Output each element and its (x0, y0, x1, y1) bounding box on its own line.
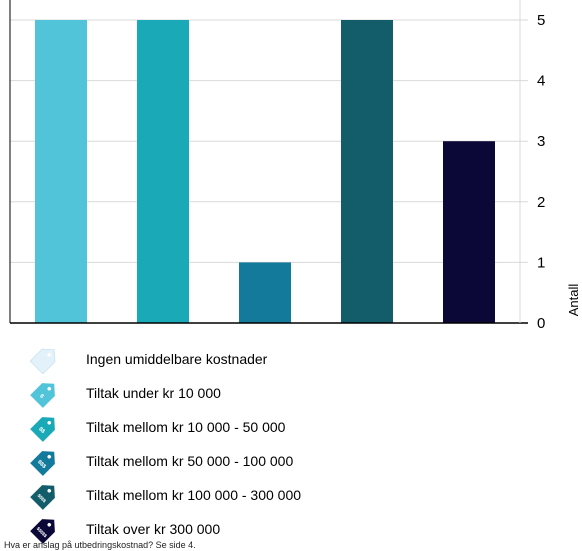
footnote: Hva er anslag på utbedringskostnad? Se s… (4, 540, 196, 550)
bar (443, 141, 495, 323)
tag-dollar-1-icon: $ (30, 383, 55, 408)
gridlines (10, 19, 528, 263)
svg-text:$: $ (38, 393, 44, 399)
tag-dollar-3-icon: $$$ (30, 451, 55, 476)
legend-label: Tiltak mellom kr 10 000 - 50 000 (86, 419, 286, 435)
y-tick-label: 3 (537, 133, 545, 150)
tag-empty-icon (30, 348, 56, 374)
legend-label: Ingen umiddelbare kostnader (86, 351, 268, 367)
y-tick-label: 4 (537, 73, 545, 90)
bar (239, 262, 291, 323)
legend-label: Tiltak over kr 300 000 (86, 521, 221, 537)
y-tick-label: 1 (537, 254, 545, 271)
legend-item: Ingen umiddelbare kostnader (30, 342, 301, 376)
svg-text:$$: $$ (37, 426, 46, 435)
legend-label: Tiltak mellom kr 100 000 - 300 000 (86, 487, 302, 503)
bar (35, 20, 87, 323)
y-tick-label: 2 (537, 194, 545, 211)
tag-dollar-4-icon: $$$$ (30, 485, 55, 510)
tag-dollar-5-icon: $$$$$ (30, 519, 55, 544)
legend-item: $ Tiltak under kr 10 000 (30, 376, 301, 410)
svg-text:$$$: $$$ (36, 459, 47, 470)
legend-item: $$ Tiltak mellom kr 10 000 - 50 000 (30, 410, 301, 444)
svg-text:$$$$: $$$$ (37, 493, 48, 504)
legend-item: $$$$ Tiltak mellom kr 100 000 - 300 000 (30, 478, 301, 512)
y-tick-labels: 0 1 2 3 4 5 (537, 12, 545, 332)
legend-item: $$$$$ Tiltak over kr 300 000 (30, 512, 301, 546)
legend-item: $$$ Tiltak mellom kr 50 000 - 100 000 (30, 444, 301, 478)
y-tick-label: 5 (537, 12, 545, 29)
legend-label: Tiltak mellom kr 50 000 - 100 000 (86, 453, 294, 469)
bar (137, 20, 189, 323)
bar-chart: 0 1 2 3 4 5 Antall (9, 0, 581, 332)
legend: Ingen umiddelbare kostnader $ Tiltak under… (30, 342, 301, 546)
bars (35, 20, 495, 323)
bar (341, 20, 393, 323)
y-axis-title: Antall (566, 284, 581, 317)
tag-dollar-2-icon: $$ (30, 417, 55, 442)
axes (9, 0, 528, 324)
legend-label: Tiltak under kr 10 000 (86, 385, 221, 401)
y-tick-label: 0 (537, 315, 545, 332)
